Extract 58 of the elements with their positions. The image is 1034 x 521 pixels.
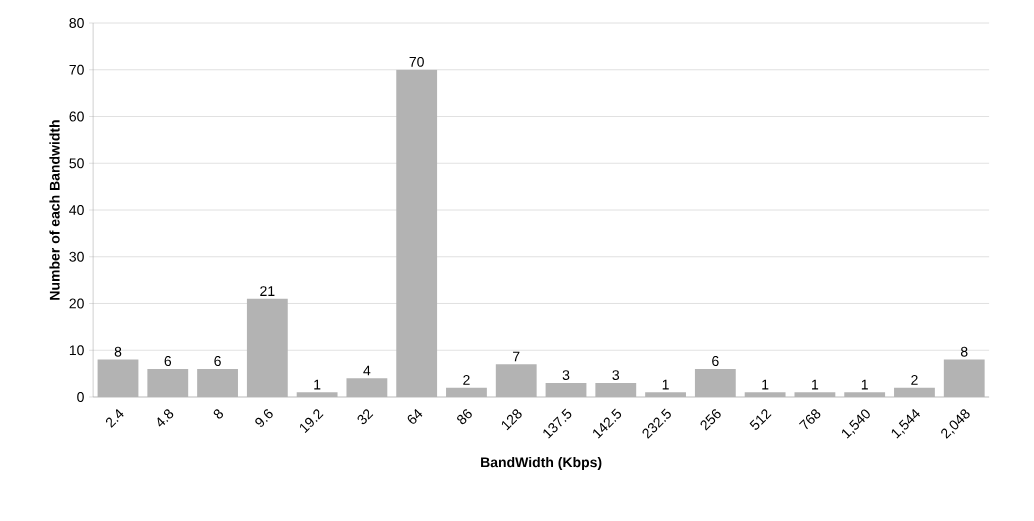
y-tick-label: 10 — [69, 345, 84, 356]
y-tick-label: 70 — [69, 64, 84, 75]
bar — [396, 69, 438, 397]
data-label: 6 — [712, 356, 719, 367]
x-tick-label: 8 — [213, 409, 224, 419]
bar — [147, 368, 189, 397]
data-label: 70 — [409, 56, 424, 67]
bar — [346, 378, 388, 397]
data-label: 7 — [513, 351, 520, 362]
data-label: 21 — [260, 286, 275, 296]
bar — [446, 387, 487, 397]
y-tick-label: 0 — [77, 392, 84, 402]
x-tick-label: 128 — [501, 409, 522, 431]
data-label: 1 — [662, 379, 669, 390]
y-tick-label: 20 — [69, 298, 84, 309]
data-label: 6 — [164, 356, 172, 367]
data-label: 3 — [562, 370, 570, 381]
data-label: 4 — [363, 365, 371, 376]
y-tick-label: 40 — [69, 205, 84, 215]
data-label: 1 — [762, 379, 769, 390]
bar — [744, 392, 786, 397]
bar — [794, 392, 836, 397]
y-tick-label: 30 — [69, 251, 84, 262]
bar — [197, 368, 238, 397]
data-label: 1 — [861, 379, 868, 390]
x-tick-label: 4.8 — [157, 409, 174, 427]
data-label: 2 — [911, 374, 918, 385]
data-label: 3 — [612, 370, 620, 381]
y-tick-label: 60 — [69, 111, 84, 122]
bar — [246, 298, 288, 397]
x-tick-label: 32 — [357, 409, 374, 425]
bar — [296, 392, 338, 397]
data-label: 8 — [114, 346, 122, 357]
x-tick-label: 512 — [749, 409, 772, 430]
bar — [595, 382, 637, 397]
x-tick-label: 64 — [407, 409, 423, 424]
x-axis-title: BandWidth (Kbps) — [481, 456, 602, 470]
data-label: 1 — [314, 379, 321, 390]
bar — [645, 392, 686, 397]
x-tick-label: 86 — [457, 409, 472, 425]
x-tick-label: 9.6 — [255, 409, 273, 427]
bar — [894, 387, 935, 397]
y-tick-label: 80 — [69, 18, 84, 28]
x-tick-label: 256 — [700, 409, 721, 431]
data-label: 8 — [960, 346, 968, 357]
y-axis-title: Number of each Bandwidth — [49, 120, 60, 300]
data-label: 6 — [214, 356, 221, 367]
data-label: 1 — [812, 379, 819, 390]
bar — [694, 368, 736, 397]
y-tick-label: 50 — [69, 158, 84, 169]
bar — [545, 382, 587, 397]
bar — [844, 392, 886, 397]
bar — [943, 359, 985, 397]
bar — [97, 359, 139, 397]
data-label: 2 — [463, 374, 470, 385]
bar — [495, 364, 537, 397]
x-tick-label: 2.4 — [105, 409, 124, 428]
x-tick-label: 768 — [799, 409, 821, 430]
